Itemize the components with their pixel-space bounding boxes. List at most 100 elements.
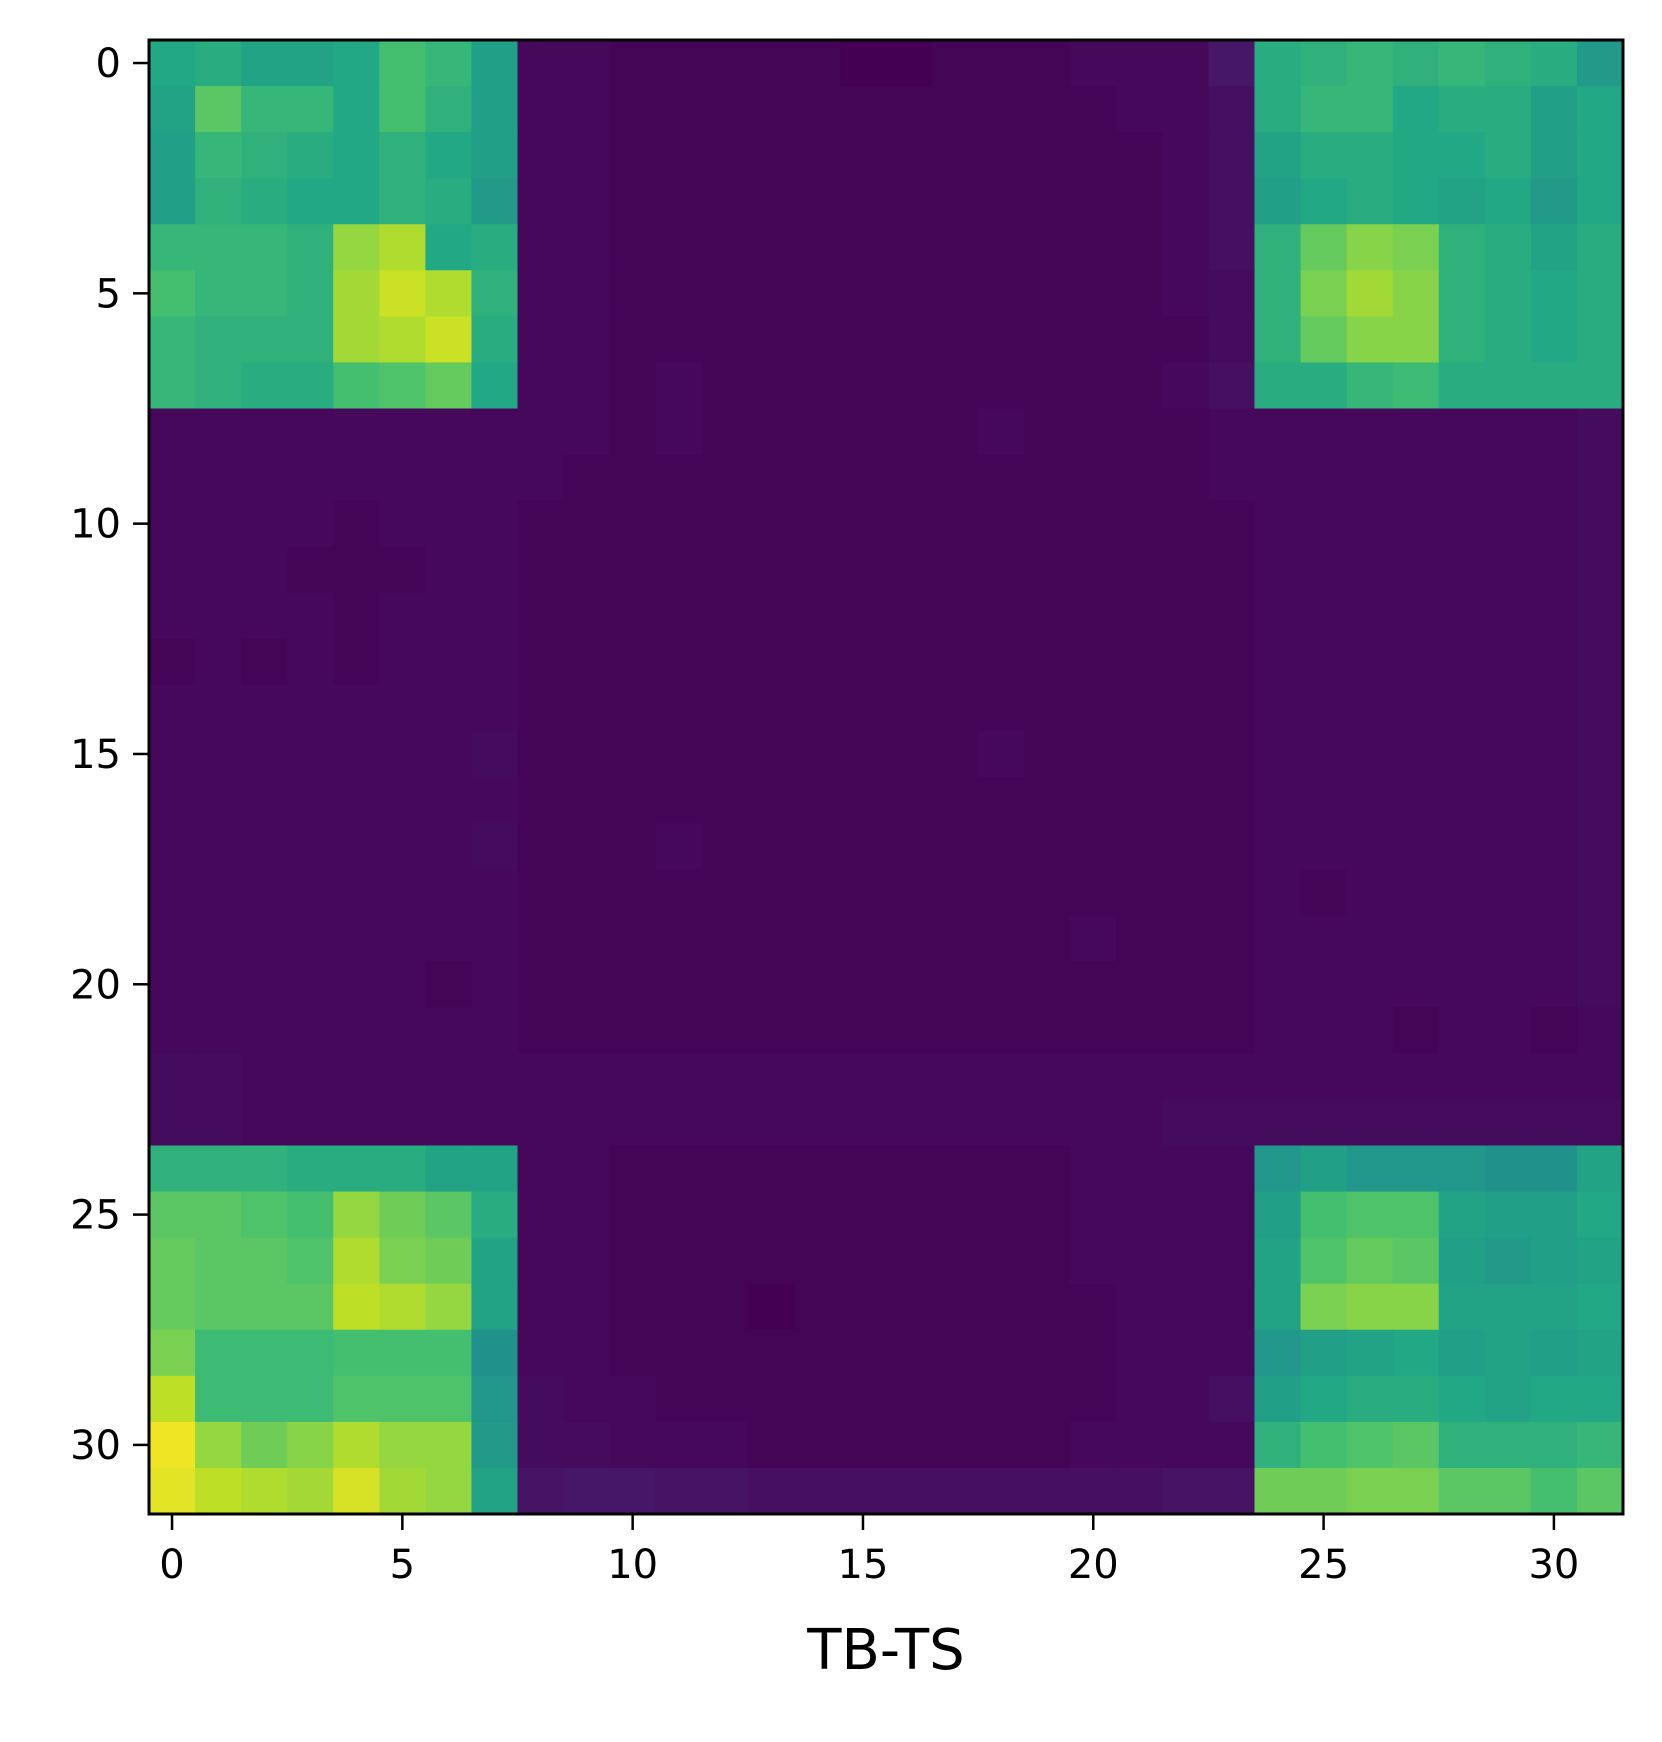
heatmap-cell <box>1484 362 1532 410</box>
heatmap-cell <box>1576 270 1624 317</box>
heatmap-cell <box>1024 638 1071 686</box>
heatmap-cell <box>1576 1053 1624 1101</box>
heatmap-cell <box>1530 1237 1578 1285</box>
heatmap-cell <box>195 178 242 225</box>
heatmap-cell <box>1116 592 1163 640</box>
heatmap-cell <box>287 869 334 916</box>
heatmap-cell <box>1392 1191 1440 1239</box>
heatmap-cell <box>1162 132 1210 179</box>
heatmap-cell <box>1254 592 1302 640</box>
heatmap-cell <box>1208 1421 1256 1469</box>
heatmap-cell <box>517 823 565 870</box>
heatmap-cell <box>1576 869 1624 916</box>
heatmap-cell <box>287 777 334 824</box>
heatmap-cell <box>1024 362 1071 410</box>
heatmap-cell <box>149 1329 196 1377</box>
heatmap-cell <box>655 1007 703 1054</box>
heatmap-cell <box>1208 1467 1256 1515</box>
heatmap-cell <box>701 224 749 271</box>
heatmap-cell <box>793 454 841 502</box>
heatmap-cell <box>1070 132 1117 179</box>
heatmap-cell <box>1346 1375 1394 1423</box>
heatmap-cell <box>655 823 703 870</box>
heatmap-cell <box>839 592 887 640</box>
heatmap-cell <box>1116 270 1163 317</box>
heatmap-cell <box>655 730 703 778</box>
heatmap-cell <box>701 86 749 133</box>
heatmap-cell <box>241 132 288 179</box>
heatmap-cell <box>978 730 1025 778</box>
heatmap-cell <box>839 1053 887 1101</box>
heatmap-cell <box>1438 1283 1486 1331</box>
heatmap-cell <box>333 869 380 916</box>
heatmap-cell <box>471 40 519 87</box>
heatmap-cell <box>609 869 657 916</box>
heatmap-cell <box>839 961 887 1008</box>
heatmap-cell <box>1024 1099 1071 1147</box>
heatmap-cell <box>978 1099 1025 1147</box>
heatmap-cell <box>563 915 611 962</box>
heatmap-cell <box>425 1329 473 1377</box>
heatmap-cell <box>747 454 795 502</box>
heatmap-cell <box>1116 1467 1163 1515</box>
heatmap-cell <box>1208 546 1256 594</box>
heatmap-cell <box>932 86 979 133</box>
y-tick-label: 25 <box>70 1193 121 1239</box>
heatmap-cell <box>517 86 565 133</box>
heatmap-cell <box>1070 454 1117 502</box>
x-tick-label: 10 <box>607 1542 658 1588</box>
heatmap-cell <box>978 1283 1025 1331</box>
heatmap-cell <box>1254 408 1302 456</box>
heatmap-cell <box>747 823 795 870</box>
heatmap-cell <box>978 316 1025 364</box>
heatmap-cell <box>747 178 795 225</box>
heatmap-cell <box>1576 178 1624 225</box>
heatmap-cell <box>1300 869 1348 916</box>
heatmap-cell <box>1530 178 1578 225</box>
heatmap-cell <box>1392 1099 1440 1147</box>
heatmap-cell <box>747 1191 795 1239</box>
heatmap-cell <box>1116 961 1163 1008</box>
heatmap-cell <box>1070 224 1117 271</box>
heatmap-cell <box>471 777 519 824</box>
heatmap-cell <box>1070 915 1117 962</box>
heatmap-cell <box>1392 1421 1440 1469</box>
heatmap-cell <box>1576 638 1624 686</box>
heatmap-cell <box>517 961 565 1008</box>
heatmap-cell <box>425 316 473 364</box>
heatmap-cell <box>747 915 795 962</box>
heatmap-cell <box>1208 1145 1256 1193</box>
heatmap-cell <box>747 86 795 133</box>
heatmap-cell <box>287 1191 334 1239</box>
heatmap-cell <box>1254 1283 1302 1331</box>
heatmap-cell <box>241 1099 288 1147</box>
heatmap-cell <box>149 1007 196 1054</box>
heatmap-cell <box>701 1191 749 1239</box>
heatmap-cell <box>793 1053 841 1101</box>
heatmap-cell <box>1162 316 1210 364</box>
heatmap-cell <box>563 592 611 640</box>
heatmap-cell <box>471 638 519 686</box>
heatmap-cell <box>1208 1237 1256 1285</box>
heatmap-cell <box>379 86 426 133</box>
heatmap-cell <box>839 86 887 133</box>
heatmap-cell <box>1162 1329 1210 1377</box>
heatmap-cell <box>379 454 426 502</box>
heatmap-cell <box>1300 270 1348 317</box>
heatmap-cell <box>932 408 979 456</box>
heatmap-cell <box>1254 362 1302 410</box>
heatmap-cell <box>793 1467 841 1515</box>
heatmap-cell <box>701 546 749 594</box>
heatmap-cell <box>978 961 1025 1008</box>
heatmap-cell <box>1300 1421 1348 1469</box>
heatmap-cell <box>1530 1053 1578 1101</box>
heatmap-cell <box>1576 915 1624 962</box>
heatmap-cell <box>1346 592 1394 640</box>
heatmap-cell <box>1208 270 1256 317</box>
heatmap-cell <box>932 362 979 410</box>
heatmap-cell <box>241 961 288 1008</box>
heatmap-cell <box>333 1099 380 1147</box>
heatmap-cell <box>701 730 749 778</box>
heatmap-cell <box>886 1329 933 1377</box>
heatmap-cell <box>655 684 703 732</box>
